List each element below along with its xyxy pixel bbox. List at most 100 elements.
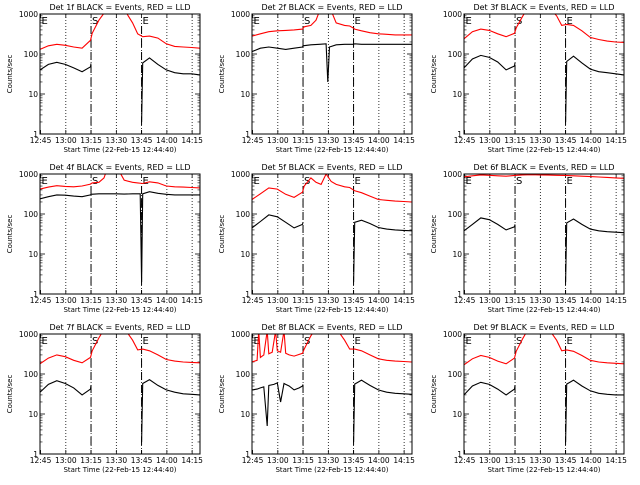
y-tick-label: 1000 [443, 330, 462, 339]
plot-frame [39, 13, 201, 135]
y-tick-label: 100 [236, 50, 251, 59]
y-axis-label: Counts/sec [218, 375, 226, 414]
x-tick-label: 13:15 [80, 136, 102, 145]
x-tick-label: 14:00 [156, 296, 178, 305]
y-tick-label: 100 [448, 370, 463, 379]
event-marker-label: E [42, 336, 48, 347]
y-tick-label: 10 [452, 90, 462, 99]
panel-title: Det 2f BLACK = Events, RED = LLD [261, 3, 402, 12]
x-tick-label: 14:00 [368, 136, 390, 145]
x-tick-label: 13:15 [504, 136, 526, 145]
y-tick-label: 1 [245, 130, 250, 139]
x-axis-label: Start Time (22-Feb-15 12:44:40) [275, 466, 388, 474]
y-tick-label: 1000 [19, 10, 38, 19]
y-tick-label: 100 [236, 370, 251, 379]
event-marker-label: S [304, 336, 310, 347]
y-tick-label: 10 [452, 250, 462, 259]
y-tick-label: 1 [457, 130, 462, 139]
y-tick-label: 10 [452, 410, 462, 419]
y-axis-label: Counts/sec [430, 375, 438, 414]
series-events-line [252, 214, 412, 283]
event-marker-label: E [254, 16, 260, 27]
x-tick-label: 13:45 [555, 456, 577, 465]
y-tick-label: 1000 [231, 330, 250, 339]
x-axis-label: Start Time (22-Feb-15 12:44:40) [63, 306, 176, 314]
y-tick-label: 1000 [19, 170, 38, 179]
x-tick-label: 14:00 [580, 296, 602, 305]
event-marker-label: E [466, 176, 472, 187]
series-events-line [464, 217, 624, 283]
x-tick-label: 14:00 [368, 296, 390, 305]
x-tick-label: 13:00 [55, 456, 77, 465]
x-tick-label: 13:30 [530, 456, 552, 465]
x-tick-label: 12:45 [454, 456, 476, 465]
series-lld-line [40, 334, 200, 365]
x-tick-label: 13:15 [80, 296, 102, 305]
panel-title: Det 4f BLACK = Events, RED = LLD [49, 163, 190, 172]
plot-frame [251, 333, 413, 455]
x-axis-label: Start Time (22-Feb-15 12:44:40) [487, 146, 600, 154]
x-tick-label: 13:45 [555, 136, 577, 145]
y-tick-label: 10 [28, 250, 38, 259]
series-lld-line [40, 14, 200, 50]
x-tick-label: 13:00 [479, 136, 501, 145]
x-tick-label: 13:00 [267, 296, 289, 305]
y-axis-label: Counts/sec [6, 55, 14, 94]
x-axis-label: Start Time (22-Feb-15 12:44:40) [63, 466, 176, 474]
x-tick-label: 13:00 [55, 136, 77, 145]
event-marker-label: S [92, 336, 98, 347]
x-axis-label: Start Time (22-Feb-15 12:44:40) [275, 306, 388, 314]
x-tick-label: 13:00 [267, 456, 289, 465]
y-tick-label: 1000 [19, 330, 38, 339]
x-tick-label: 13:45 [131, 456, 153, 465]
x-tick-label: 13:30 [318, 136, 340, 145]
x-tick-label: 13:30 [318, 296, 340, 305]
x-tick-label: 13:00 [479, 456, 501, 465]
x-tick-label: 12:45 [30, 456, 52, 465]
event-marker-label: E [567, 176, 573, 187]
plot-frame [463, 333, 625, 455]
event-marker-label: E [254, 176, 260, 187]
panel-det-4: Det 4f BLACK = Events, RED = LLD 12:45 13:… [6, 163, 203, 314]
y-axis-label: Counts/sec [218, 215, 226, 254]
x-tick-label: 12:45 [30, 296, 52, 305]
series-lld-line [464, 334, 624, 366]
x-tick-label: 14:15 [393, 296, 415, 305]
y-axis-label: Counts/sec [430, 215, 438, 254]
x-tick-label: 12:45 [454, 296, 476, 305]
x-axis-label: Start Time (22-Feb-15 12:44:40) [63, 146, 176, 154]
y-axis-label: Counts/sec [6, 215, 14, 254]
y-tick-label: 1 [33, 290, 38, 299]
event-marker-label: S [516, 176, 522, 187]
plot-frame [463, 173, 625, 295]
x-axis-label: Start Time (22-Feb-15 12:44:40) [487, 466, 600, 474]
x-tick-label: 14:15 [605, 136, 627, 145]
x-tick-label: 13:15 [504, 296, 526, 305]
y-axis-label: Counts/sec [430, 55, 438, 94]
y-tick-label: 1000 [443, 170, 462, 179]
x-tick-label: 13:30 [318, 456, 340, 465]
y-tick-label: 100 [24, 370, 39, 379]
event-marker-label: E [143, 176, 149, 187]
event-marker-label: E [355, 16, 361, 27]
x-tick-label: 12:45 [242, 296, 264, 305]
x-tick-label: 14:15 [393, 136, 415, 145]
x-tick-label: 13:45 [131, 136, 153, 145]
plot-frame [463, 13, 625, 135]
x-tick-label: 13:30 [106, 296, 128, 305]
x-tick-label: 13:45 [555, 296, 577, 305]
x-tick-label: 13:15 [292, 296, 314, 305]
x-axis-label: Start Time (22-Feb-15 12:44:40) [275, 146, 388, 154]
y-tick-label: 1 [457, 450, 462, 459]
series-lld-line [252, 14, 412, 37]
x-tick-label: 14:15 [393, 456, 415, 465]
series-events-line [464, 379, 624, 443]
x-tick-label: 14:15 [181, 296, 203, 305]
x-tick-label: 13:30 [106, 136, 128, 145]
x-tick-label: 12:45 [454, 136, 476, 145]
y-tick-label: 1 [33, 450, 38, 459]
series-lld-line [464, 14, 624, 43]
event-marker-label: E [355, 336, 361, 347]
